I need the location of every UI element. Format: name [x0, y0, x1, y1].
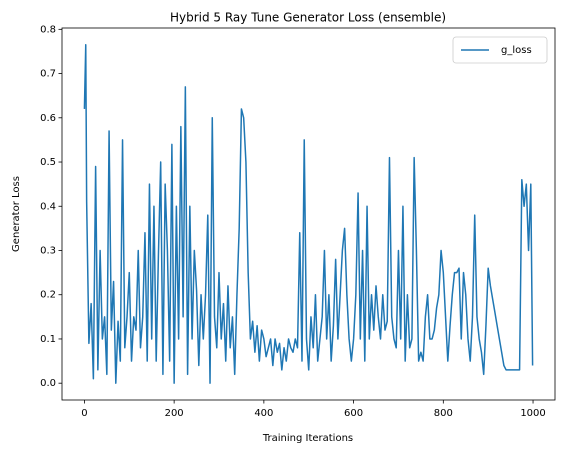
y-axis-label: Generator Loss [11, 176, 22, 252]
x-axis-label: Training Iterations [262, 433, 353, 444]
x-tick-label: 800 [434, 408, 453, 419]
y-tick-label: 0.4 [40, 201, 56, 212]
plot-frame [61, 27, 556, 401]
x-tick-label: 0 [81, 408, 87, 419]
y-tick-label: 0.1 [40, 334, 56, 345]
y-tick-label: 0.5 [40, 157, 56, 168]
legend-box [452, 36, 548, 64]
x-tick-label: 400 [254, 408, 273, 419]
chart-title: Hybrid 5 Ray Tune Generator Loss (ensemb… [170, 11, 446, 25]
y-tick-label: 0.7 [40, 69, 56, 80]
x-tick-label: 600 [344, 408, 363, 419]
y-tick-label: 0.6 [40, 113, 56, 124]
line-series [83, 44, 534, 384]
y-tick-label: 0.2 [40, 290, 56, 301]
y-tick-label: 0.8 [40, 24, 56, 35]
y-tick-label: 0.3 [40, 245, 56, 256]
x-tick-label: 200 [165, 408, 184, 419]
y-tick-label: 0.0 [40, 378, 56, 389]
legend-label: g_loss [501, 45, 532, 56]
x-tick-label: 1000 [520, 408, 545, 419]
